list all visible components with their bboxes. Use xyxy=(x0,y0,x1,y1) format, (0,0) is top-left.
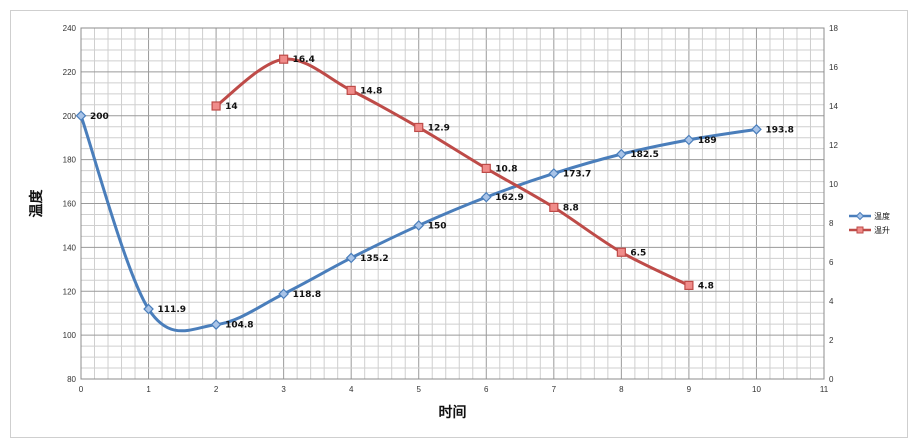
data-point xyxy=(413,220,425,231)
data-point xyxy=(616,148,627,160)
data-point xyxy=(143,303,154,315)
series-2: 14 16.4 14.8 12.9 10.8 8.8 6.5 4.8 xyxy=(211,54,714,291)
y2-tick-label: 16 xyxy=(829,63,838,72)
data-label: 14 xyxy=(225,102,238,112)
y-tick-label: 160 xyxy=(63,200,77,209)
x-tick-label: 7 xyxy=(552,385,557,394)
data-label: 4.8 xyxy=(698,281,714,291)
data-label: 111.9 xyxy=(158,305,186,315)
data-label: 200 xyxy=(90,112,109,122)
y-tick-label: 220 xyxy=(63,68,77,77)
data-point xyxy=(278,288,289,300)
y-axis-title: 温度 xyxy=(28,189,45,218)
legend-item: 温升 xyxy=(849,226,890,235)
left-axis-ticks: 80 100 120 140 160 180 200 220 240 xyxy=(63,24,77,384)
data-point xyxy=(279,54,289,64)
y2-tick-label: 2 xyxy=(829,336,834,345)
data-label: 10.8 xyxy=(495,164,517,174)
legend-marker xyxy=(856,226,864,234)
data-point xyxy=(683,134,695,146)
y2-tick-label: 0 xyxy=(829,375,834,384)
y2-tick-label: 6 xyxy=(829,258,834,267)
x-tick-label: 6 xyxy=(484,385,489,394)
legend-marker xyxy=(855,211,865,221)
legend-label: 温升 xyxy=(874,226,890,235)
x-tick-label: 11 xyxy=(820,385,829,394)
series-1: 200 111.9 104.8 118.8 135.2 150 162.9 173.7 182.… xyxy=(75,110,794,333)
data-point xyxy=(684,280,694,290)
series-line xyxy=(79,114,758,333)
data-point xyxy=(75,110,87,122)
data-point xyxy=(548,168,560,179)
data-point xyxy=(346,85,356,96)
data-point xyxy=(210,319,222,330)
data-label: 193.8 xyxy=(765,125,793,135)
data-label: 6.5 xyxy=(630,248,646,258)
x-tick-label: 5 xyxy=(417,385,422,394)
y-tick-label: 100 xyxy=(63,331,77,340)
y-tick-label: 180 xyxy=(63,156,77,165)
grid xyxy=(80,27,825,380)
data-label: 8.8 xyxy=(563,203,579,213)
y-tick-label: 200 xyxy=(63,112,77,121)
x-tick-label: 4 xyxy=(349,385,354,394)
x-axis-ticks: 0 1 2 3 4 5 6 7 8 9 10 11 xyxy=(79,385,829,394)
data-point xyxy=(345,252,357,264)
data-label: 135.2 xyxy=(360,254,388,264)
y2-tick-label: 18 xyxy=(829,24,838,33)
right-axis-ticks: 0 2 4 6 8 10 12 14 16 18 xyxy=(829,24,838,384)
y2-tick-label: 8 xyxy=(829,219,834,228)
y2-tick-label: 4 xyxy=(829,297,834,306)
data-label: 104.8 xyxy=(225,321,253,331)
y-tick-label: 120 xyxy=(63,287,77,296)
data-point xyxy=(211,101,221,111)
data-label: 14.8 xyxy=(360,86,382,96)
y-tick-label: 140 xyxy=(63,243,77,252)
y2-tick-label: 14 xyxy=(829,102,838,111)
x-tick-label: 9 xyxy=(687,385,692,394)
data-label: 118.8 xyxy=(293,290,321,300)
data-label: 12.9 xyxy=(428,123,450,133)
x-tick-label: 3 xyxy=(281,385,286,394)
data-label: 182.5 xyxy=(630,150,658,160)
y-tick-label: 240 xyxy=(63,24,77,33)
x-tick-label: 1 xyxy=(146,385,151,394)
x-tick-label: 8 xyxy=(619,385,624,394)
y2-tick-label: 12 xyxy=(829,141,838,150)
x-tick-label: 10 xyxy=(752,385,761,394)
data-point xyxy=(751,124,762,135)
x-tick-label: 2 xyxy=(214,385,219,394)
data-label: 16.4 xyxy=(293,55,315,65)
x-axis-title: 时间 xyxy=(439,404,467,421)
chart-frame: 80 100 120 140 160 180 200 220 240 0 2 4 6 8 10 12 14 16… xyxy=(10,10,908,438)
data-label: 150 xyxy=(428,221,447,231)
data-label: 173.7 xyxy=(563,169,591,179)
data-point xyxy=(414,122,424,133)
y-tick-label: 80 xyxy=(67,375,76,384)
data-point xyxy=(481,163,491,173)
data-label: 189 xyxy=(698,136,717,146)
data-point xyxy=(616,247,626,257)
legend-label: 温度 xyxy=(874,211,890,221)
x-tick-label: 0 xyxy=(79,385,84,394)
data-label: 162.9 xyxy=(495,193,523,203)
series-layer: 200 111.9 104.8 118.8 135.2 150 162.9 173.7 182.… xyxy=(75,54,794,333)
plot-area xyxy=(80,27,825,380)
data-point xyxy=(549,202,559,212)
legend-item: 温度 xyxy=(849,211,890,221)
data-point xyxy=(480,191,492,203)
y2-tick-label: 10 xyxy=(829,180,838,189)
